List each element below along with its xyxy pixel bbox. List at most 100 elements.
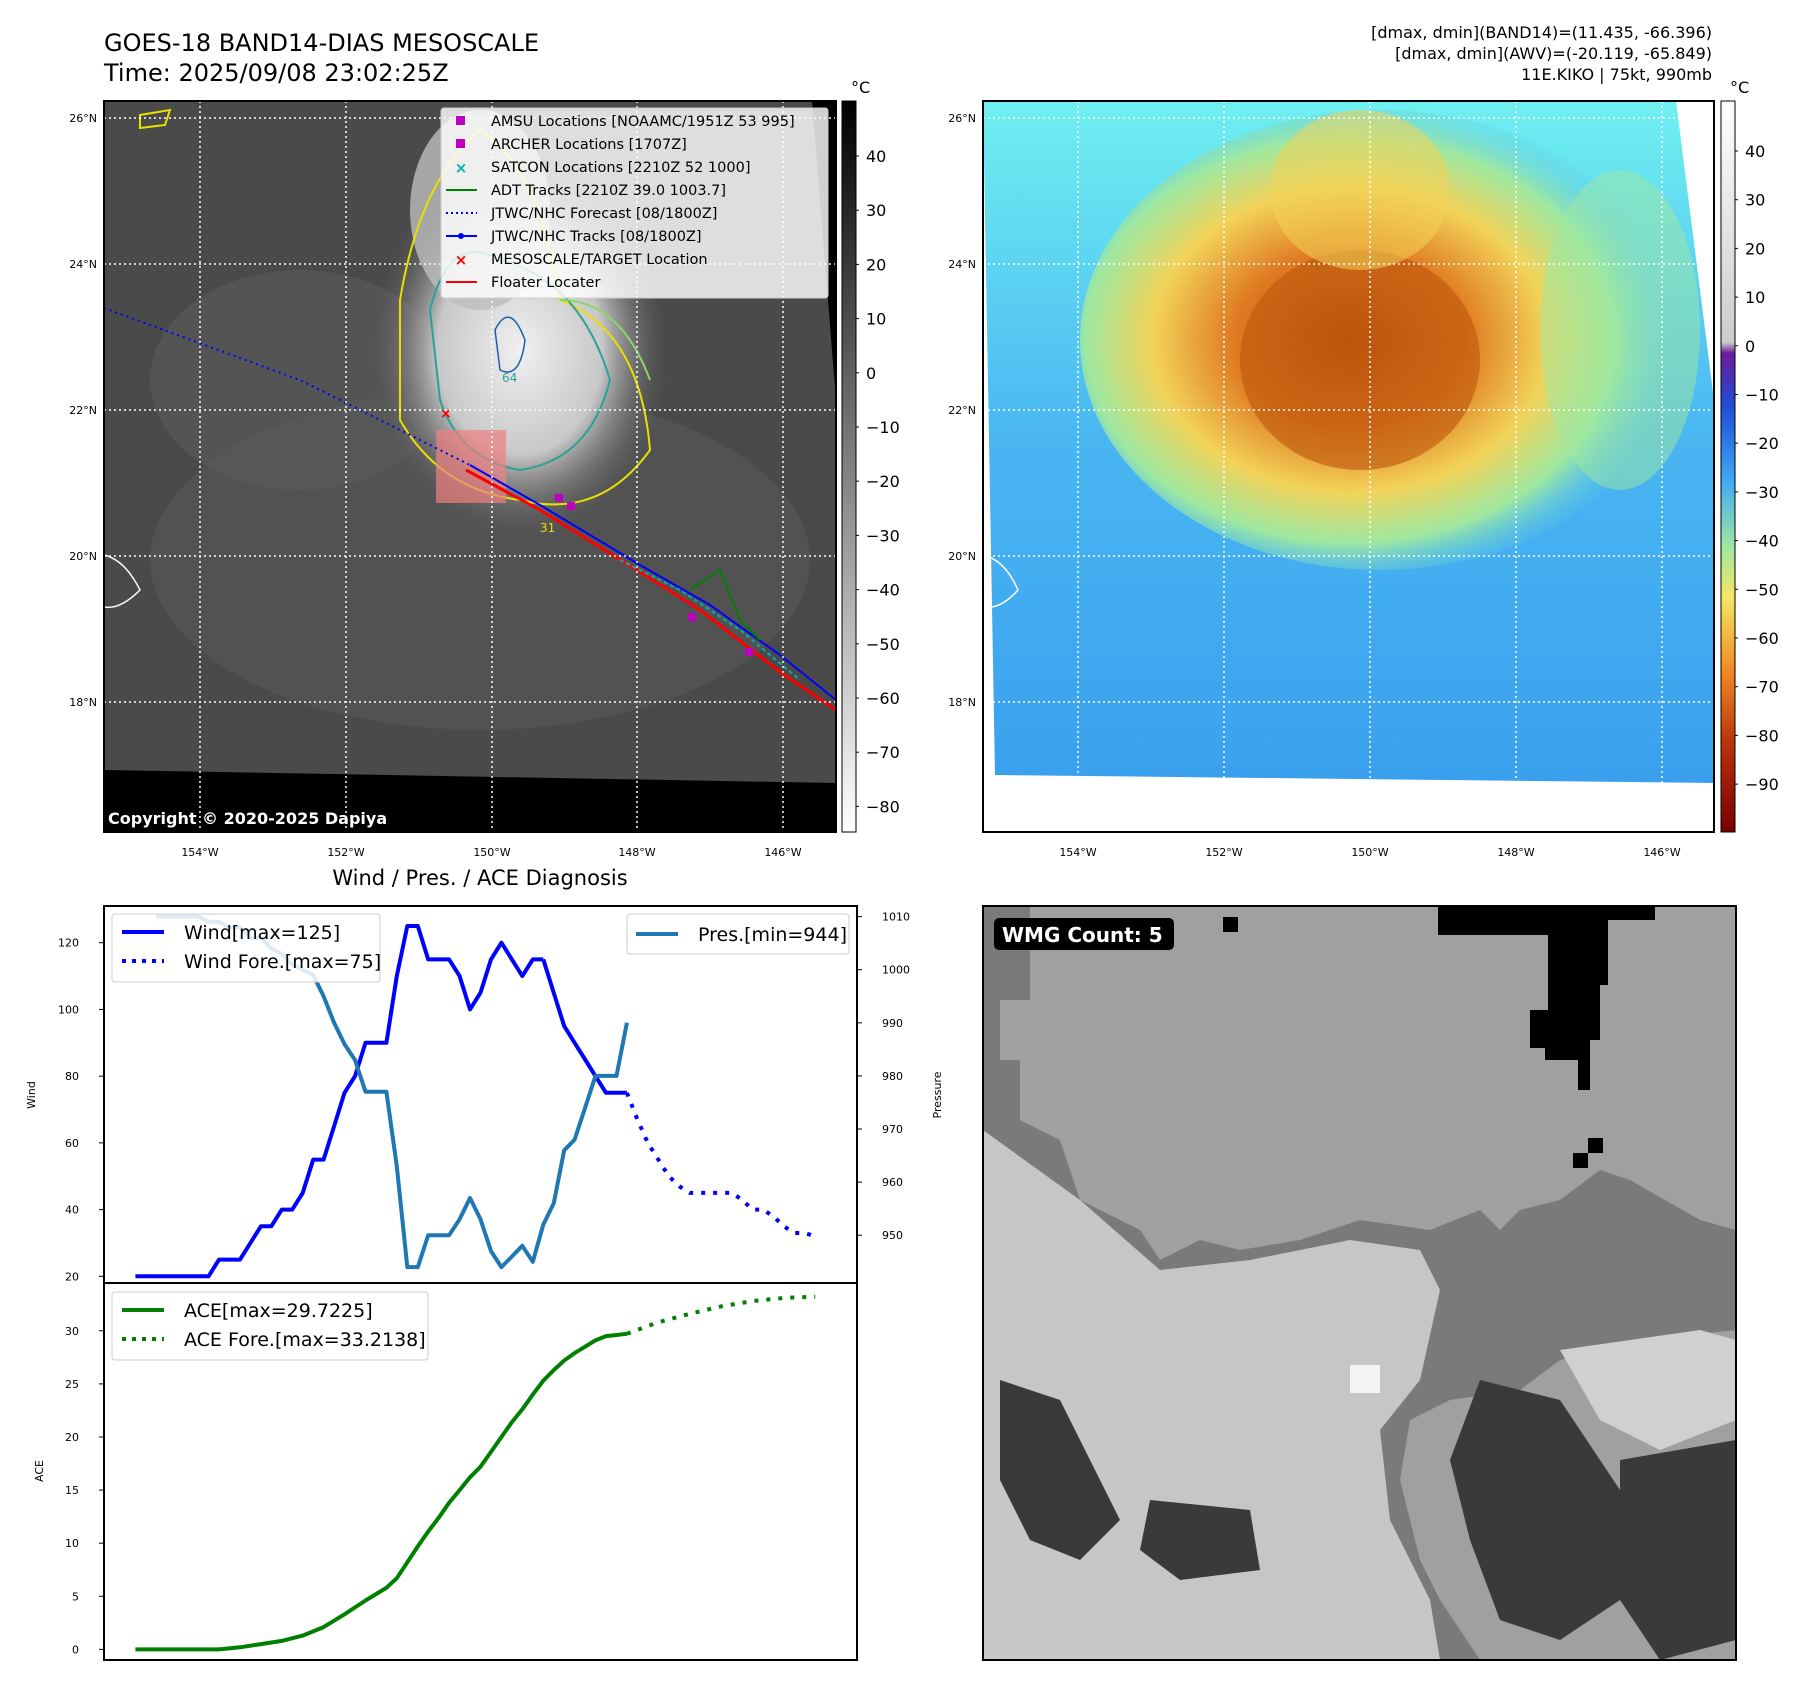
legend-marker bbox=[456, 139, 465, 148]
ir-colorbar: °C bbox=[841, 78, 870, 833]
legend-label: ADT Tracks [2210Z 39.0 1003.7] bbox=[491, 183, 726, 199]
wv-lat-label: 18°N bbox=[948, 696, 976, 709]
wv-lon-label: 152°W bbox=[1205, 846, 1242, 859]
ir-colorbar-label: −30 bbox=[866, 526, 900, 545]
ir-colorbar-label: −60 bbox=[866, 689, 900, 708]
legend-label: MESOSCALE/TARGET Location bbox=[491, 252, 708, 268]
figure-time: Time: 2025/09/08 23:02:25Z bbox=[103, 59, 449, 87]
wv-colorbar-label: −80 bbox=[1745, 726, 1779, 745]
chart-legend bbox=[111, 913, 381, 983]
wv-lon-label: 148°W bbox=[1497, 846, 1534, 859]
wv-colorbar-label: −70 bbox=[1745, 678, 1779, 697]
legend-label: ARCHER Locations [1707Z] bbox=[491, 137, 687, 153]
best-track bbox=[469, 464, 836, 701]
copyright-text: Copyright © 2020-2025 Dapiya bbox=[108, 809, 387, 828]
legend-label: Wind[max=125] bbox=[184, 922, 340, 944]
wind-tick-label: 60 bbox=[65, 1137, 79, 1150]
wv-lon-label: 150°W bbox=[1351, 846, 1388, 859]
legend-label: JTWC/NHC Forecast [08/1800Z] bbox=[490, 206, 717, 222]
legend-label: AMSU Locations [NOAAMC/1951Z 53 995] bbox=[491, 114, 795, 130]
wv-colorbar-label: −40 bbox=[1745, 532, 1779, 551]
ir-colorbar-label: 20 bbox=[866, 255, 886, 274]
ir-map-panel: × 64 31 Copyright © 2020-2025 Dapiya AM bbox=[103, 100, 837, 833]
floater-track bbox=[465, 468, 836, 712]
ir-colorbar-label: 0 bbox=[866, 364, 876, 383]
legend-marker: × bbox=[455, 251, 468, 269]
legend-label: ACE[max=29.7225] bbox=[184, 1300, 373, 1322]
ace-tick-label: 30 bbox=[65, 1325, 79, 1338]
info-line-2: [dmax, dmin](AWV)=(-20.119, -65.849) bbox=[1395, 44, 1712, 63]
map-legend: AMSU Locations [NOAAMC/1951Z 53 995] ARCH… bbox=[440, 107, 829, 299]
legend-label: ACE Fore.[max=33.2138] bbox=[184, 1329, 426, 1351]
ace-tick-label: 20 bbox=[65, 1431, 79, 1444]
pressure-axis-label: Pressure bbox=[931, 1071, 944, 1118]
series-line bbox=[626, 1294, 816, 1336]
pressure-tick-label: 1010 bbox=[882, 911, 910, 924]
ir-lon-label: 154°W bbox=[181, 846, 218, 859]
ir-colorbar-label: −80 bbox=[866, 797, 900, 816]
wind-tick-label: 80 bbox=[65, 1070, 79, 1083]
legend-marker bbox=[456, 116, 465, 125]
wmg-count-label: WMG Count: 5 bbox=[1002, 923, 1163, 947]
ir-lon-label: 150°W bbox=[473, 846, 510, 859]
legend-label: Pres.[min=944] bbox=[698, 924, 847, 946]
wmg-panel: WMG Count: 5 bbox=[982, 905, 1737, 1661]
ir-colorbar-label: 30 bbox=[866, 201, 886, 220]
legend-marker: × bbox=[455, 159, 468, 177]
contour-label: 31 bbox=[540, 521, 555, 535]
wv-lat-label: 26°N bbox=[948, 112, 976, 125]
wv-colorbar-label: −20 bbox=[1745, 434, 1779, 453]
ir-colorbar-label: 40 bbox=[866, 147, 886, 166]
ir-lon-label: 148°W bbox=[618, 846, 655, 859]
series-line bbox=[541, 958, 627, 1095]
series-line bbox=[625, 1092, 816, 1239]
wv-lon-label: 146°W bbox=[1643, 846, 1680, 859]
info-line-1: [dmax, dmin](BAND14)=(11.435, -66.396) bbox=[1371, 23, 1712, 42]
legend-label: JTWC/NHC Tracks [08/1800Z] bbox=[490, 229, 702, 245]
wind-tick-label: 100 bbox=[58, 1003, 79, 1016]
ir-lat-label: 22°N bbox=[69, 404, 97, 417]
colorbar-unit: °C bbox=[851, 78, 870, 97]
ace-tick-label: 0 bbox=[72, 1643, 79, 1656]
amsu-marker bbox=[688, 613, 696, 621]
wind-tick-label: 20 bbox=[65, 1270, 79, 1283]
target-location: × bbox=[440, 406, 452, 422]
wv-colorbar-label: 10 bbox=[1745, 288, 1765, 307]
contour-label: 64 bbox=[502, 371, 517, 385]
wv-colorbar-label: −60 bbox=[1745, 629, 1779, 648]
pressure-tick-label: 1000 bbox=[882, 964, 910, 977]
ir-lat-label: 20°N bbox=[69, 550, 97, 563]
chart-legend bbox=[626, 913, 850, 955]
wv-colorbar-label: −10 bbox=[1745, 386, 1779, 405]
wv-lat-label: 24°N bbox=[948, 258, 976, 271]
series-line bbox=[135, 924, 544, 1279]
colorbar-unit: °C bbox=[1730, 78, 1749, 97]
wind-pressure-chart: Wind Pressure 20 40 60 80 100 120 950 960 970 980… bbox=[25, 905, 944, 1284]
ace-tick-label: 5 bbox=[72, 1590, 79, 1603]
ir-lat-label: 18°N bbox=[69, 696, 97, 709]
ir-colorbar-label: −20 bbox=[866, 472, 900, 491]
wv-map-panel bbox=[982, 100, 1715, 833]
ir-lat-label: 26°N bbox=[69, 112, 97, 125]
ir-colorbar-label: −40 bbox=[866, 581, 900, 600]
chart-legend bbox=[111, 1291, 429, 1361]
satcon-track bbox=[619, 559, 801, 681]
ace-axis-label: ACE bbox=[33, 1460, 46, 1482]
amsu-marker bbox=[745, 648, 753, 656]
ace-tick-label: 10 bbox=[65, 1537, 79, 1550]
wv-lat-label: 20°N bbox=[948, 550, 976, 563]
wv-colorbar: °C bbox=[1720, 78, 1749, 833]
wv-colorbar-label: −30 bbox=[1745, 483, 1779, 502]
adt-track bbox=[689, 568, 761, 641]
wmg-count-badge bbox=[994, 918, 1174, 950]
wv-colorbar-label: −50 bbox=[1745, 580, 1779, 599]
chart-title: Wind / Pres. / ACE Diagnosis bbox=[332, 866, 627, 890]
wv-colorbar-label: 20 bbox=[1745, 239, 1765, 258]
ace-chart: ACE 0 5 10 15 20 25 30 ACE[max=29.7225] ACE Fore… bbox=[33, 1282, 858, 1661]
series-line bbox=[135, 1331, 628, 1652]
wv-colorbar-label: 0 bbox=[1745, 337, 1755, 356]
legend-label: Wind Fore.[max=75] bbox=[184, 951, 381, 973]
ace-tick-label: 25 bbox=[65, 1378, 79, 1391]
figure-title: GOES-18 BAND14-DIAS MESOSCALE bbox=[104, 29, 539, 57]
